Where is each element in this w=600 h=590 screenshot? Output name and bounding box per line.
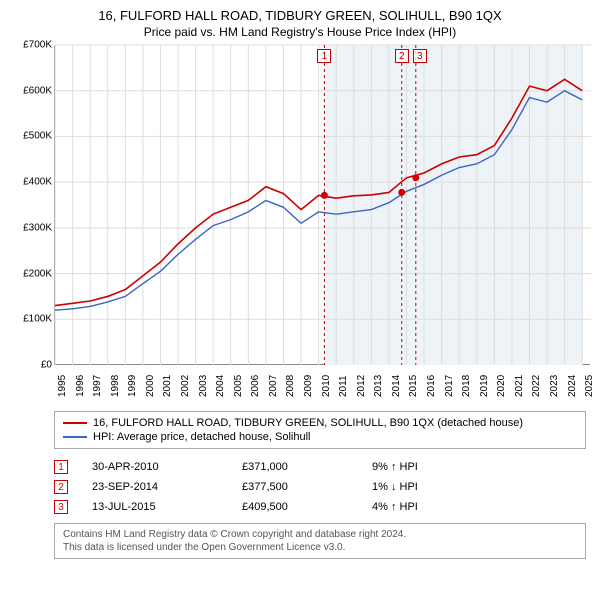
x-tick-label: 2000 xyxy=(145,375,156,397)
sale-index-box: 1 xyxy=(54,460,68,474)
sale-delta: 9% ↑ HPI xyxy=(372,461,502,473)
sale-marker-box: 3 xyxy=(413,49,427,63)
x-tick-label: 2007 xyxy=(268,375,279,397)
sale-dot xyxy=(412,174,419,181)
x-tick-label: 2024 xyxy=(567,375,578,397)
sales-row: 3 13-JUL-2015£409,5004% ↑ HPI xyxy=(54,497,574,517)
chart-subtitle: Price paid vs. HM Land Registry's House … xyxy=(10,25,590,39)
x-tick-label: 2016 xyxy=(426,375,437,397)
x-tick-label: 2020 xyxy=(496,375,507,397)
y-axis-labels: £0£100K£200K£300K£400K£500K£600K£700K xyxy=(10,45,54,365)
x-tick-label: 2011 xyxy=(338,375,349,397)
y-tick-label: £500K xyxy=(23,131,52,142)
x-tick-label: 2018 xyxy=(461,375,472,397)
sales-row: 2 23-SEP-2014£377,5001% ↓ HPI xyxy=(54,477,574,497)
sale-date: 13-JUL-2015 xyxy=(92,501,242,513)
x-tick-label: 2022 xyxy=(531,375,542,397)
x-tick-label: 1997 xyxy=(92,375,103,397)
x-tick-label: 2014 xyxy=(391,375,402,397)
chart-title: 16, FULFORD HALL ROAD, TIDBURY GREEN, SO… xyxy=(10,8,590,23)
sale-delta: 4% ↑ HPI xyxy=(372,501,502,513)
plot-svg: 1 23 xyxy=(55,45,590,364)
legend: 16, FULFORD HALL ROAD, TIDBURY GREEN, SO… xyxy=(54,411,586,449)
sale-marker-box: 2 xyxy=(395,49,409,63)
sale-marker-box: 1 xyxy=(317,49,331,63)
y-tick-label: £400K xyxy=(23,177,52,188)
shaded-region xyxy=(324,45,582,365)
sale-price: £371,000 xyxy=(242,461,372,473)
x-tick-label: 2021 xyxy=(514,375,525,397)
x-tick-label: 2008 xyxy=(285,375,296,397)
sale-date: 23-SEP-2014 xyxy=(92,481,242,493)
chart-area: £0£100K£200K£300K£400K£500K£600K£700K 12… xyxy=(10,45,590,405)
legend-swatch xyxy=(63,422,87,424)
x-tick-label: 2017 xyxy=(444,375,455,397)
y-tick-label: £300K xyxy=(23,222,52,233)
x-tick-label: 2009 xyxy=(303,375,314,397)
x-tick-label: 2015 xyxy=(408,375,419,397)
legend-swatch xyxy=(63,436,87,438)
sale-index-box: 3 xyxy=(54,500,68,514)
sale-dot xyxy=(398,189,405,196)
x-tick-label: 2004 xyxy=(215,375,226,397)
x-tick-label: 2005 xyxy=(233,375,244,397)
sale-index-box: 2 xyxy=(54,480,68,494)
x-tick-label: 2002 xyxy=(180,375,191,397)
sale-date: 30-APR-2010 xyxy=(92,461,242,473)
y-tick-label: £200K xyxy=(23,268,52,279)
x-axis-labels: 1995 1996 1997 1998 1999 2000 2001 2002 2003 2004… xyxy=(54,367,590,407)
x-tick-label: 2013 xyxy=(373,375,384,397)
footer-line-1: Contains HM Land Registry data © Crown c… xyxy=(63,528,577,541)
chart-container: 16, FULFORD HALL ROAD, TIDBURY GREEN, SO… xyxy=(0,0,600,565)
x-tick-label: 2006 xyxy=(250,375,261,397)
x-tick-label: 1998 xyxy=(110,375,121,397)
x-tick-label: 2010 xyxy=(321,375,332,397)
x-tick-label: 1995 xyxy=(57,375,68,397)
plot-area: 1 23 xyxy=(54,45,590,365)
x-tick-label: 2019 xyxy=(479,375,490,397)
x-tick-label: 1996 xyxy=(75,375,86,397)
x-tick-label: 1999 xyxy=(127,375,138,397)
y-tick-label: £700K xyxy=(23,40,52,51)
x-tick-label: 2023 xyxy=(549,375,560,397)
x-tick-label: 2025 xyxy=(584,375,595,397)
sale-price: £377,500 xyxy=(242,481,372,493)
y-tick-label: £600K xyxy=(23,85,52,96)
sale-delta: 1% ↓ HPI xyxy=(372,481,502,493)
y-tick-label: £0 xyxy=(41,360,52,371)
legend-label: 16, FULFORD HALL ROAD, TIDBURY GREEN, SO… xyxy=(93,417,523,429)
legend-label: HPI: Average price, detached house, Soli… xyxy=(93,431,311,443)
x-tick-label: 2001 xyxy=(162,375,173,397)
sale-price: £409,500 xyxy=(242,501,372,513)
x-tick-label: 2012 xyxy=(356,375,367,397)
y-tick-label: £100K xyxy=(23,314,52,325)
footer-line-2: This data is licensed under the Open Gov… xyxy=(63,541,577,554)
sale-dot xyxy=(321,192,328,199)
sales-table: 1 30-APR-2010£371,0009% ↑ HPI 2 23-SEP-2014… xyxy=(54,457,574,517)
x-tick-label: 2003 xyxy=(198,375,209,397)
legend-row: 16, FULFORD HALL ROAD, TIDBURY GREEN, SO… xyxy=(63,416,577,430)
attribution-footer: Contains HM Land Registry data © Crown c… xyxy=(54,523,586,559)
sales-row: 1 30-APR-2010£371,0009% ↑ HPI xyxy=(54,457,574,477)
legend-row: HPI: Average price, detached house, Soli… xyxy=(63,430,577,444)
